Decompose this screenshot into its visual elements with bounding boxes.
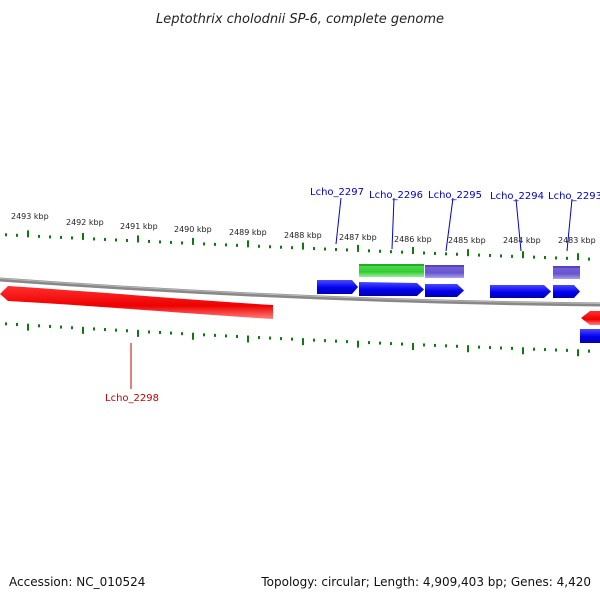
gene-lcho-2296-arrow[interactable] <box>359 282 424 296</box>
gene-lcho-2294-arrow[interactable] <box>490 285 551 298</box>
kbp-label: 2492 kbp <box>66 218 104 227</box>
kbp-label: 2491 kbp <box>120 222 158 231</box>
gene-lcho-2293-arrow[interactable] <box>553 285 580 298</box>
kbp-label: 2488 kbp <box>284 231 322 240</box>
gene-lcho-2297-arrow[interactable] <box>317 280 358 294</box>
gene-reverse-edge-arrow[interactable] <box>581 311 600 325</box>
genome-backbone <box>0 277 600 307</box>
kbp-label: 2485 kbp <box>448 236 486 245</box>
gene-lcho-2295-feature[interactable] <box>425 265 464 278</box>
gene-lcho-2298-arrow[interactable] <box>0 286 273 319</box>
gene-label-lcho-2298[interactable]: Lcho_2298 <box>105 393 159 404</box>
kbp-label: 2493 kbp <box>11 212 49 221</box>
gene-label-lcho-2293[interactable]: Lcho_2293 <box>548 191 600 202</box>
kbp-label: 2490 kbp <box>174 225 212 234</box>
kbp-label: 2487 kbp <box>339 233 377 242</box>
gene-label-lcho-2297[interactable]: Lcho_2297 <box>310 187 364 198</box>
kbp-label: 2489 kbp <box>229 228 267 237</box>
gene-label-lcho-2294[interactable]: Lcho_2294 <box>490 191 544 202</box>
gene-lcho-2296-feature[interactable] <box>359 264 424 277</box>
kbp-scale-labels: 2493 kbp 2492 kbp 2491 kbp 2490 kbp 2489… <box>11 212 596 245</box>
map-title: Leptothrix cholodnii SP-6, complete geno… <box>156 12 444 27</box>
gene-lcho-2295-arrow[interactable] <box>425 284 464 297</box>
topology-text: Topology: circular; Length: 4,909,403 bp… <box>260 575 591 589</box>
gene-label-lcho-2296[interactable]: Lcho_2296 <box>369 190 423 201</box>
kbp-label: 2484 kbp <box>503 236 541 245</box>
gene-label-lcho-2295[interactable]: Lcho_2295 <box>428 190 482 201</box>
genome-backbone-highlight <box>0 278 600 304</box>
upper-tick-marks <box>5 230 590 261</box>
kbp-label: 2486 kbp <box>394 235 432 244</box>
gene-lcho-2293-feature[interactable] <box>553 266 580 279</box>
lower-tick-marks <box>5 322 590 357</box>
gene-label-leaders <box>130 197 573 389</box>
gene-forward-edge-block[interactable] <box>580 329 600 343</box>
accession-text: Accession: NC_010524 <box>9 575 145 589</box>
kbp-label: 2483 kbp <box>558 236 596 245</box>
